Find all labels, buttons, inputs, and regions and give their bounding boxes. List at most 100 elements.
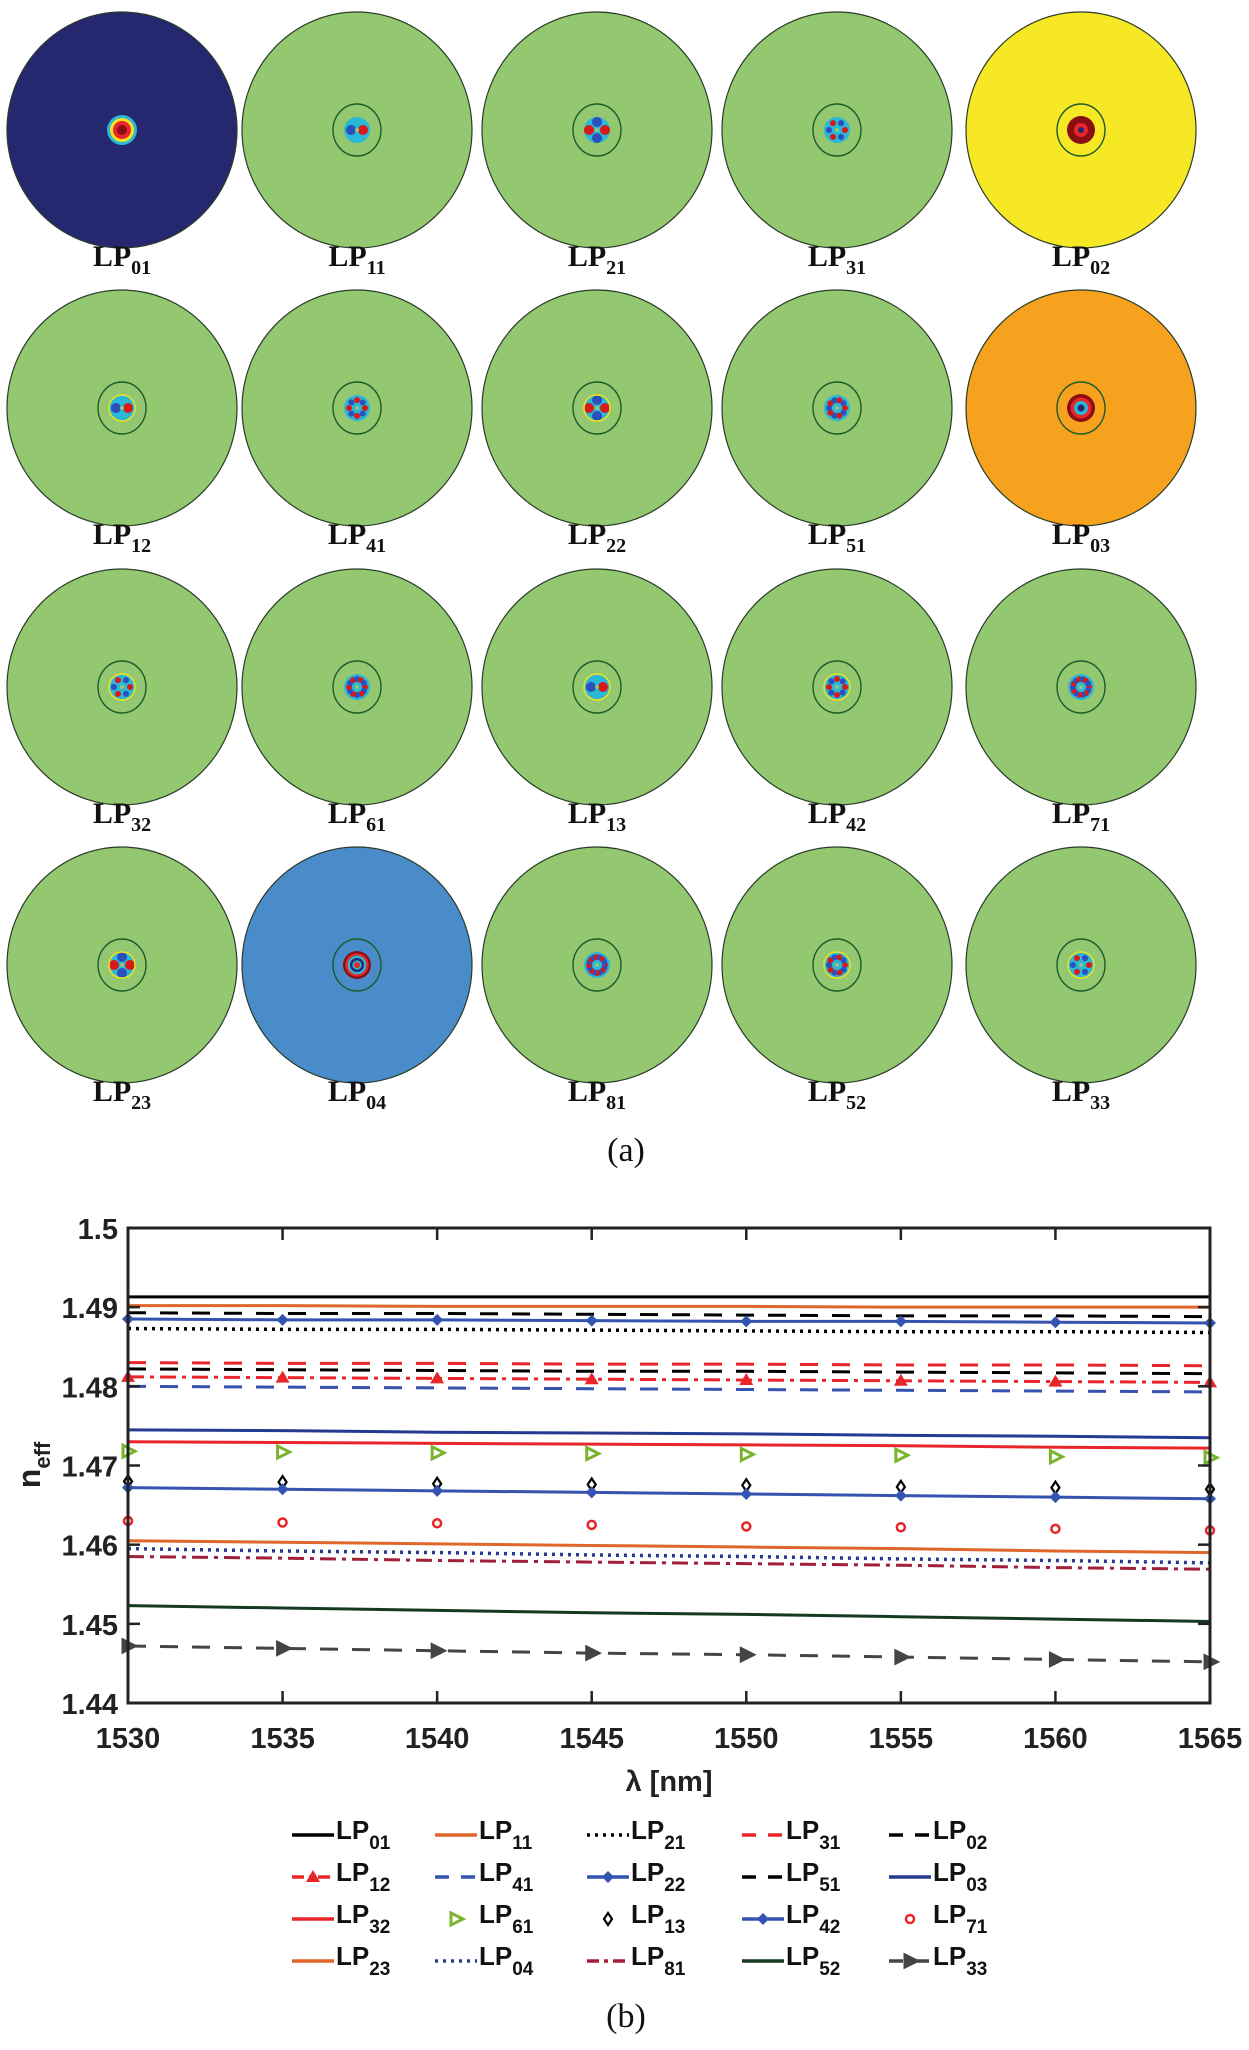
legend-item-LP02: LP02 [887,1815,987,1855]
legend-swatch-icon [449,1910,467,1928]
y-tick-label: 1.44 [62,1689,118,1721]
x-tick-label: 1540 [405,1723,470,1755]
mode-profile-LP03 [965,289,1197,527]
legend-item-LP22: LP22 [585,1857,685,1897]
mode-profile-LP21 [481,11,713,249]
series-LP31 [127,1361,1211,1368]
x-tick-label: 1535 [250,1723,315,1755]
mode-profile-LP51 [721,289,953,527]
legend-item-LP21: LP21 [585,1815,685,1855]
legend-item-LP01: LP01 [290,1815,390,1855]
legend-label: LP21 [631,1815,686,1854]
mode-label-LP71: LP71 [1051,797,1111,836]
mode-label-LP21: LP21 [567,240,627,279]
mode-profile-LP23 [6,846,238,1084]
mode-profile-LP01 [6,11,238,249]
mode-label-LP01: LP01 [92,240,152,279]
mode-label-LP51: LP51 [807,518,867,557]
legend-item-LP12: LP12 [290,1857,390,1897]
series-LP33 [121,1637,1221,1671]
series-LP32 [127,1440,1211,1450]
legend-swatch-icon [889,1833,931,1837]
mode-label-LP02: LP02 [1051,240,1111,279]
caption-a: (a) [607,1132,645,1169]
legend-item-LP41: LP41 [433,1857,533,1897]
mode-profile-LP33 [965,846,1197,1084]
legend-item-LP32: LP32 [290,1899,390,1939]
legend-swatch-icon [435,1833,477,1837]
mode-profile-LP42 [721,568,953,806]
legend-swatch-icon [587,1833,629,1837]
legend-label: LP12 [336,1857,391,1896]
mode-profile-LP22 [481,289,713,527]
legend-label: LP42 [786,1899,841,1938]
legend-item-LP71: LP71 [887,1899,987,1939]
legend-label: LP51 [786,1857,841,1896]
mode-profile-LP12 [6,289,238,527]
legend-swatch-icon [435,1875,477,1879]
legend-item-LP61: LP61 [433,1899,533,1939]
x-tick-label: 1545 [559,1723,624,1755]
legend-swatch-icon [292,1870,334,1882]
legend-label: LP32 [336,1899,391,1938]
y-tick-label: 1.46 [62,1531,118,1563]
mode-profile-LP61 [241,568,473,806]
mode-profile-LP71 [965,568,1197,806]
legend-item-LP04: LP04 [433,1941,533,1981]
legend-swatch-icon [742,1833,784,1837]
legend-item-LP42: LP42 [740,1899,840,1939]
mode-label-LP61: LP61 [327,797,387,836]
legend-swatch-icon [292,1833,334,1837]
mode-profile-LP32 [6,568,238,806]
legend-label: LP31 [786,1815,841,1854]
legend-swatch-icon [292,1959,334,1963]
x-tick-label: 1555 [869,1723,934,1755]
legend-item-LP23: LP23 [290,1941,390,1981]
legend-label: LP01 [336,1815,391,1854]
mode-profile-LP11 [241,11,473,249]
legend-label: LP13 [631,1899,686,1938]
chart-legend: LP01 LP11 LP21 LP31 LP02 LP12 LP41 LP22 LP51 LP03… [292,1815,987,1995]
legend-label: LP22 [631,1857,686,1896]
legend-item-LP51: LP51 [740,1857,840,1897]
mode-profile-LP81 [481,846,713,1084]
legend-swatch-icon [587,1871,629,1883]
mode-profile-LP02 [965,11,1197,249]
y-axis-label: neff [11,1441,55,1488]
mode-label-LP22: LP22 [567,518,627,557]
legend-label: LP71 [933,1899,988,1938]
x-tick-label: 1560 [1023,1723,1088,1755]
legend-label: LP03 [933,1857,988,1896]
legend-swatch-icon [435,1959,477,1963]
series-LP71 [122,1515,1216,1536]
y-tick-label: 1.49 [62,1293,118,1325]
mode-label-LP13: LP13 [567,797,627,836]
legend-item-LP11: LP11 [433,1815,532,1855]
mode-label-LP04: LP04 [327,1075,387,1114]
mode-label-LP12: LP12 [92,518,152,557]
legend-item-LP03: LP03 [887,1857,987,1897]
legend-swatch-icon [602,1911,614,1927]
mode-label-LP23: LP23 [92,1075,152,1114]
legend-swatch-icon [889,1952,931,1970]
legend-swatch-icon [904,1913,916,1925]
neff-vs-wavelength-chart: 1530 1535 1540 1545 1550 1555 1560 1565 1.44 1.45… [11,1214,1242,1798]
mode-profiles-panel: LP01 LP11 LP21 LP31 LP02 LP12 LP41 LP22 LP51 LP03… [6,11,1197,1114]
series-LP81 [127,1555,1211,1571]
legend-label: LP61 [479,1899,534,1938]
mode-label-LP81: LP81 [567,1075,627,1114]
mode-label-LP32: LP32 [92,797,152,836]
legend-label: LP04 [479,1941,534,1980]
x-tick-label: 1530 [96,1723,161,1755]
legend-swatch-icon [742,1959,784,1963]
legend-label: LP02 [933,1815,988,1854]
mode-label-LP52: LP52 [807,1075,867,1114]
legend-swatch-icon [742,1913,784,1925]
series-LP12 [121,1369,1217,1388]
series-LP02 [127,1311,1211,1319]
mode-label-LP03: LP03 [1051,518,1111,557]
legend-label: LP52 [786,1941,841,1980]
legend-swatch-icon [889,1875,931,1879]
caption-b: (b) [606,1998,646,2035]
mode-label-LP41: LP41 [327,518,387,557]
